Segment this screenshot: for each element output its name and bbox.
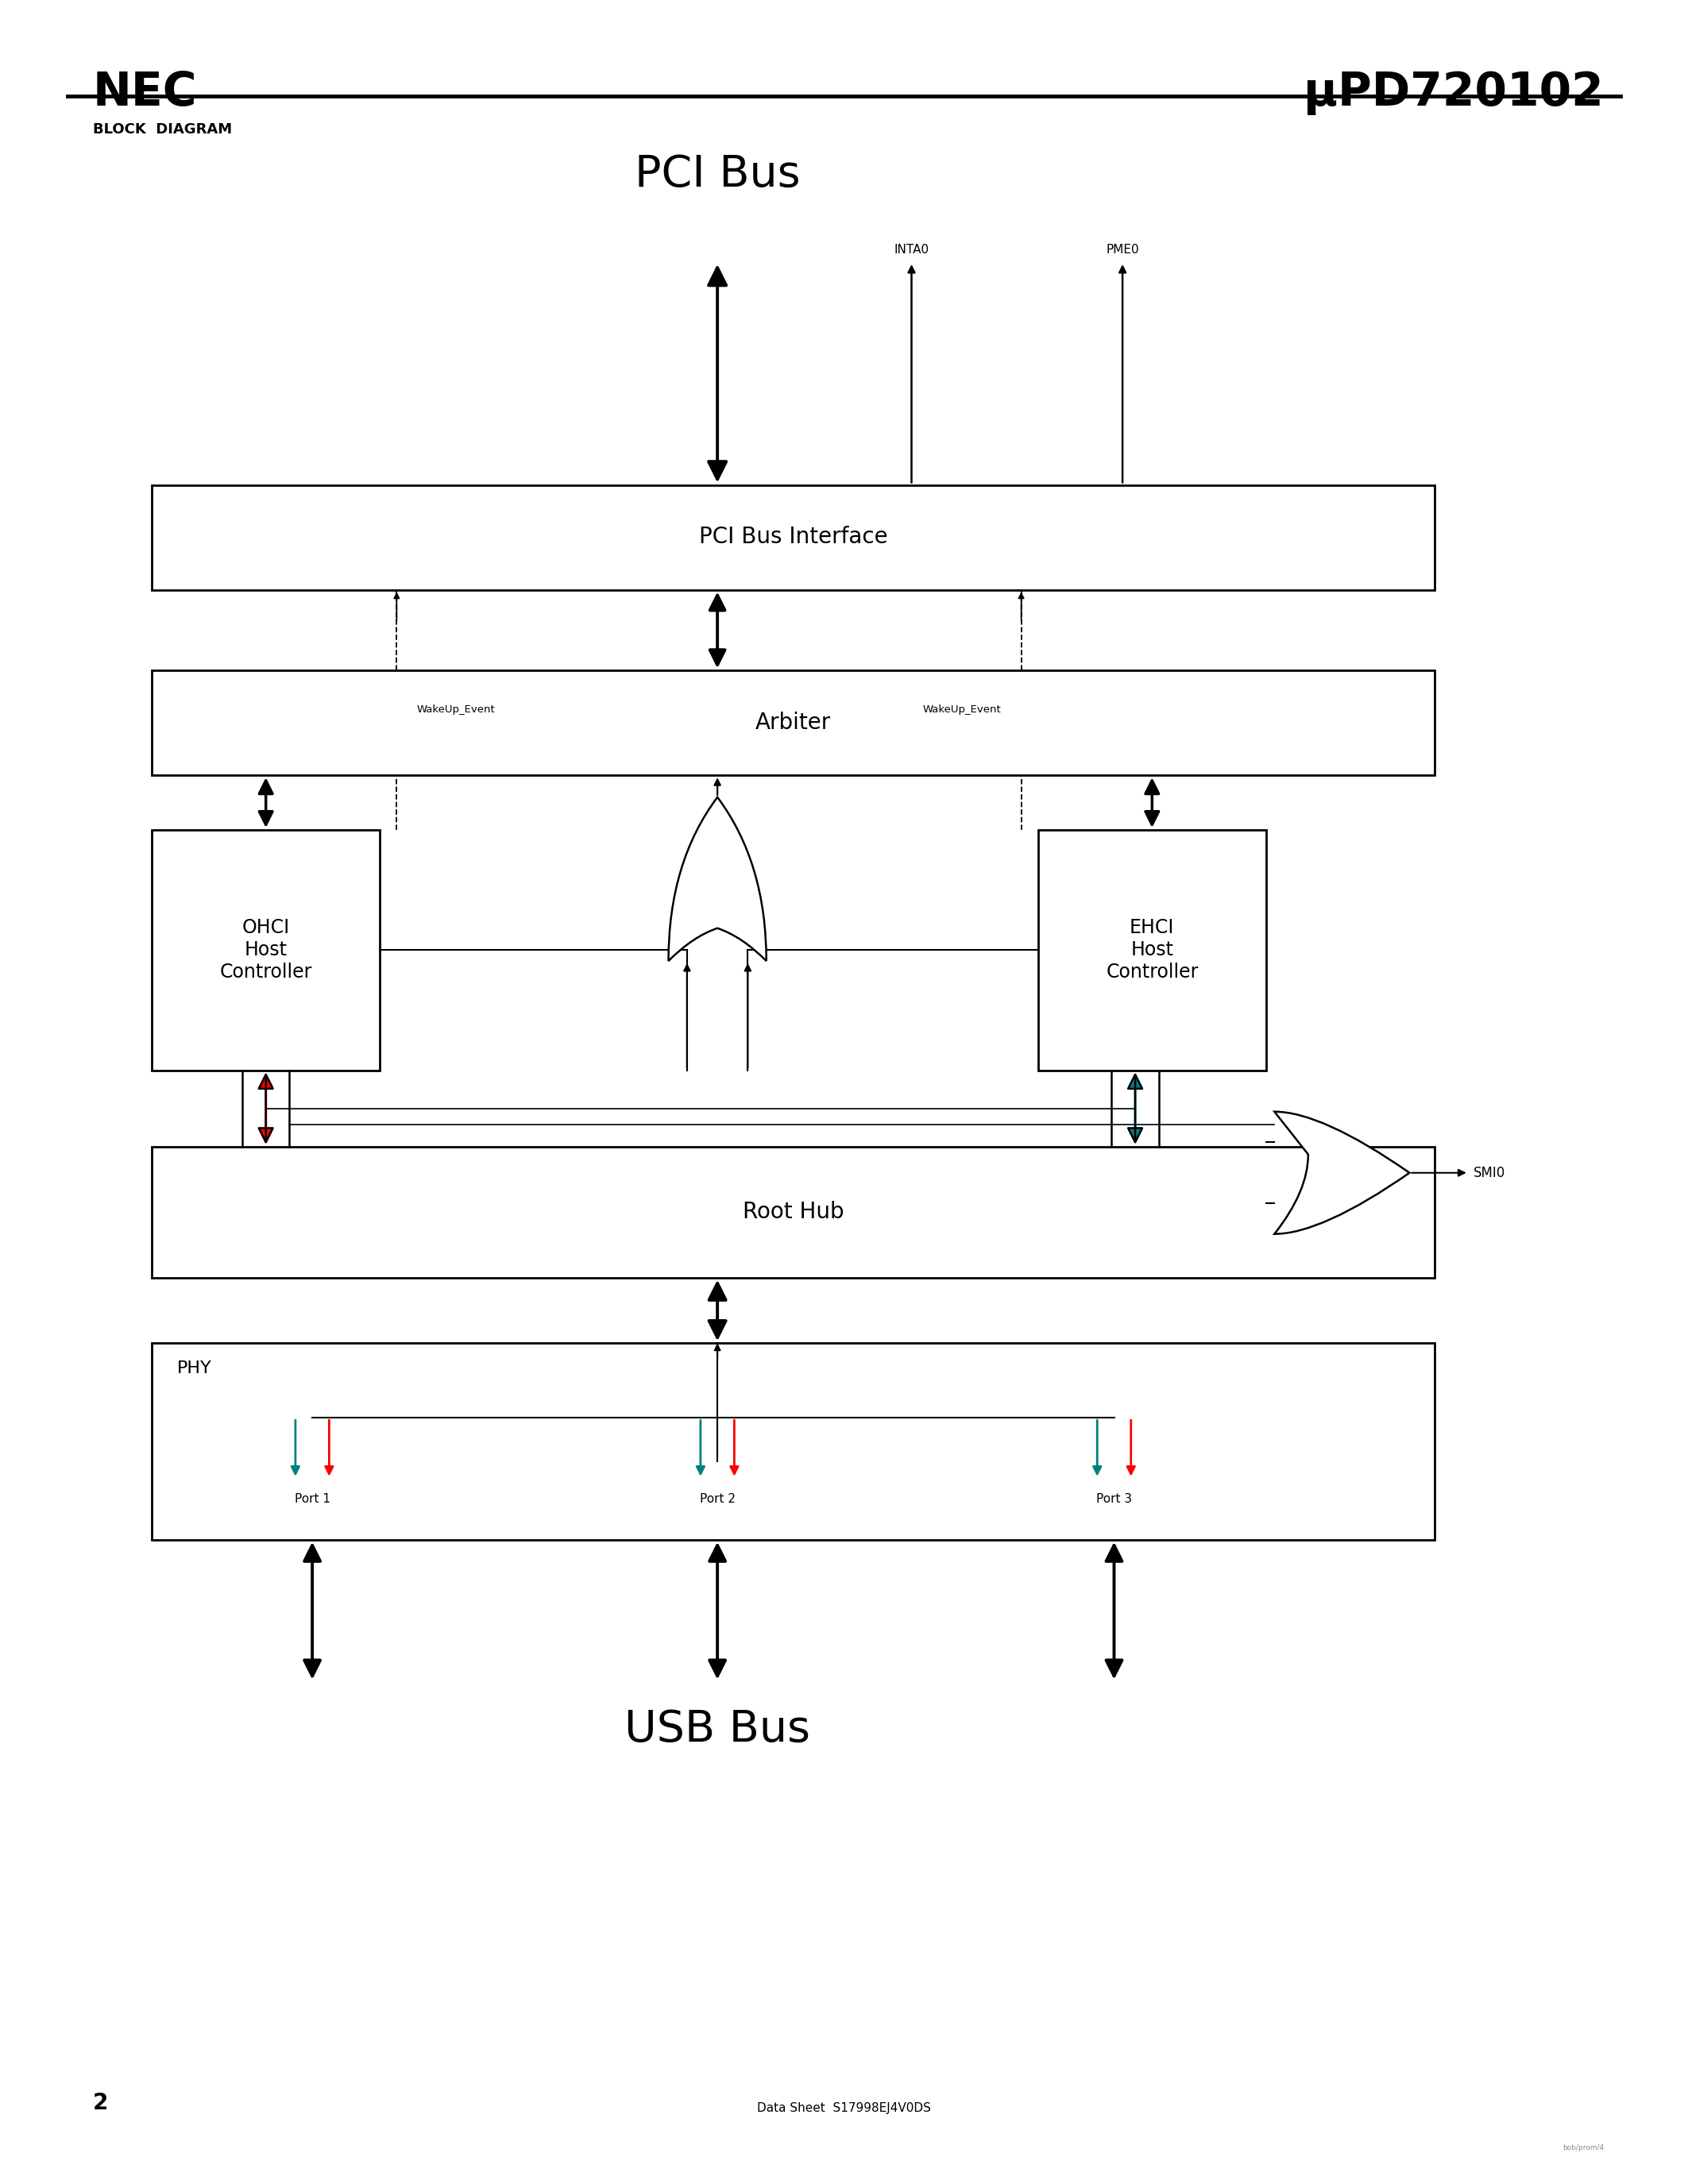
Text: Port 3: Port 3	[1096, 1494, 1133, 1505]
PathPatch shape	[1274, 1112, 1409, 1234]
Text: Port 2: Port 2	[699, 1494, 736, 1505]
Text: NEC: NEC	[93, 70, 197, 116]
PathPatch shape	[668, 797, 766, 961]
Text: WakeUp_Event: WakeUp_Event	[417, 705, 495, 714]
Text: bob/prom/4: bob/prom/4	[1561, 2145, 1604, 2151]
Text: Port 1: Port 1	[294, 1494, 331, 1505]
Text: EHCI
Host
Controller: EHCI Host Controller	[1106, 919, 1198, 981]
Text: Arbiter: Arbiter	[756, 712, 830, 734]
Text: WakeUp_Event: WakeUp_Event	[923, 705, 1001, 714]
Text: PCI Bus Interface: PCI Bus Interface	[699, 526, 888, 548]
Text: Data Sheet  S17998EJ4V0DS: Data Sheet S17998EJ4V0DS	[756, 2103, 932, 2114]
FancyBboxPatch shape	[152, 670, 1435, 775]
Text: 2: 2	[93, 2092, 108, 2114]
FancyBboxPatch shape	[152, 830, 380, 1070]
Text: INTA0: INTA0	[895, 245, 928, 256]
Text: PHY: PHY	[177, 1361, 213, 1376]
Text: μPD720102: μPD720102	[1303, 70, 1604, 116]
FancyBboxPatch shape	[1038, 830, 1266, 1070]
Text: SMI0: SMI0	[1474, 1166, 1506, 1179]
Text: Root Hub: Root Hub	[743, 1201, 844, 1223]
Text: OHCI
Host
Controller: OHCI Host Controller	[219, 919, 312, 981]
FancyBboxPatch shape	[152, 1147, 1435, 1278]
Text: BLOCK  DIAGRAM: BLOCK DIAGRAM	[93, 122, 231, 138]
Text: PCI Bus: PCI Bus	[635, 153, 800, 197]
FancyBboxPatch shape	[152, 485, 1435, 590]
Text: PME0: PME0	[1106, 245, 1139, 256]
FancyBboxPatch shape	[152, 1343, 1435, 1540]
Text: USB Bus: USB Bus	[625, 1708, 810, 1752]
